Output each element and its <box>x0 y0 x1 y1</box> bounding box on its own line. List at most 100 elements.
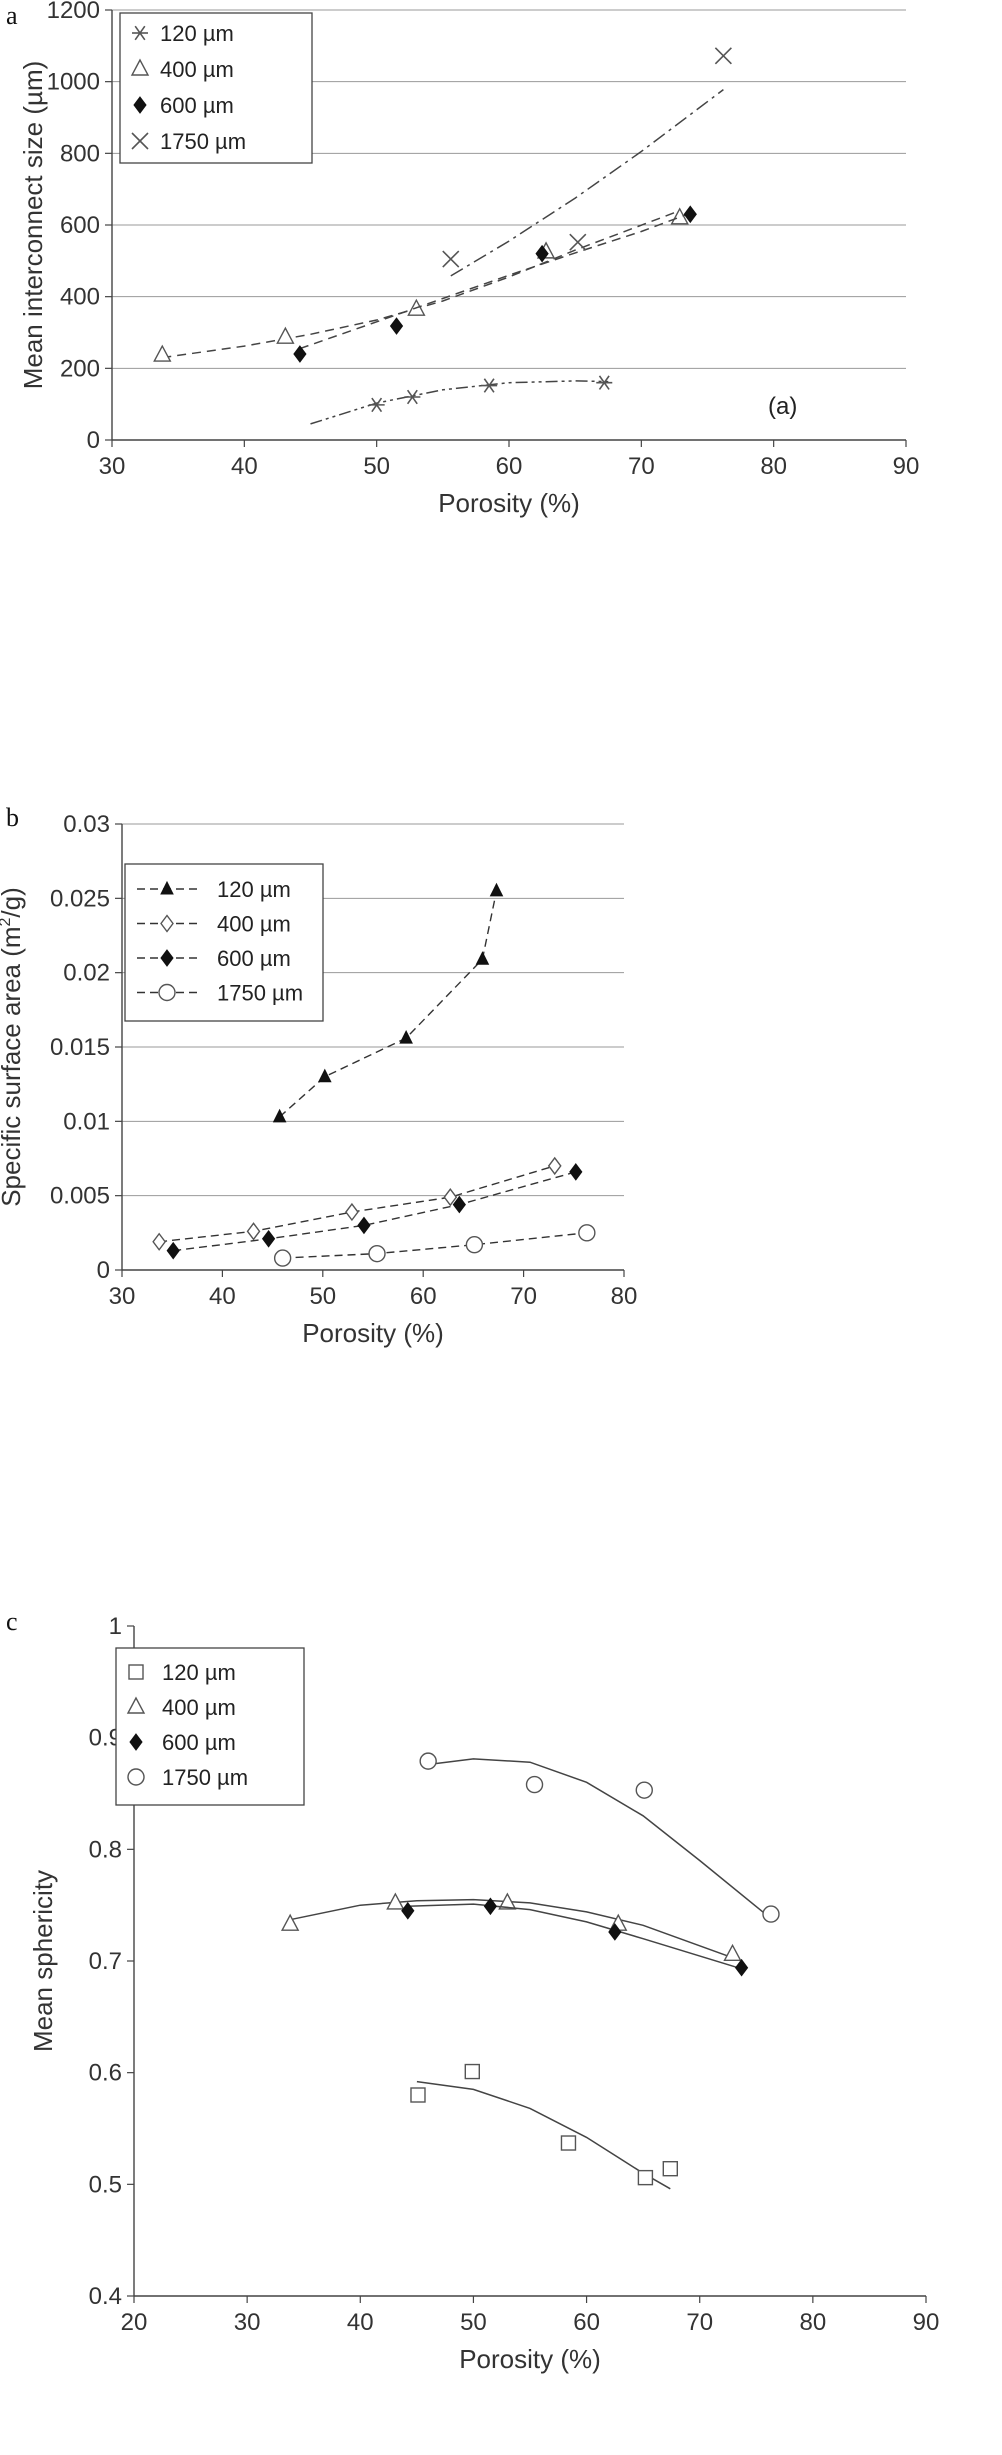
data-point <box>578 1224 596 1242</box>
data-point <box>608 1923 622 1941</box>
legend-label: 120 µm <box>217 877 291 902</box>
data-point <box>404 389 421 405</box>
y-axis-title: Specific surface area (m2/g) <box>0 887 26 1207</box>
data-point <box>153 344 172 362</box>
trendline-120-m <box>310 380 609 425</box>
data-point <box>714 47 732 65</box>
legend-entry-400-m: 400 µm <box>137 912 291 937</box>
data-point <box>569 1163 583 1181</box>
data-point <box>637 2169 654 2186</box>
data-point <box>443 1187 458 1207</box>
data-point <box>569 233 587 251</box>
y-tick-label: 200 <box>60 355 100 382</box>
x-tick-label: 30 <box>234 2309 261 2336</box>
legend-marker <box>126 1696 146 1714</box>
legend-entry-1750-m: 1750 µm <box>127 1765 248 1790</box>
y-tick-label: 0.025 <box>50 885 110 912</box>
legend-marker <box>158 983 176 1002</box>
legend-marker <box>127 1768 145 1786</box>
x-tick-label: 60 <box>573 2309 600 2336</box>
legend-marker <box>160 914 174 933</box>
y-tick-label: 0.015 <box>50 1034 110 1061</box>
series-120-m <box>272 882 504 1123</box>
data-point <box>317 1068 332 1083</box>
data-point <box>166 1241 180 1260</box>
x-tick-label: 80 <box>800 2309 827 2336</box>
chart-panel-a: 0 200 400 600 800 1000 1200 30 40 50 60 70 80 90 Poros… <box>0 0 1002 800</box>
x-tick-label: 40 <box>347 2309 374 2336</box>
x-tick-label: 50 <box>309 1283 336 1310</box>
data-point <box>399 1029 413 1044</box>
y-tick-label: 0.01 <box>63 1108 110 1135</box>
legend-label: 600 µm <box>162 1730 236 1755</box>
legend-marker <box>160 949 174 967</box>
legend-marker <box>132 25 148 41</box>
y-tick-label: 0.03 <box>63 811 110 838</box>
data-point <box>734 1958 749 1977</box>
y-tick-label: 1000 <box>47 69 100 96</box>
panel-label: c <box>6 1607 18 1636</box>
legend-entry-1750-m: 1750 µm <box>131 129 246 154</box>
data-point <box>368 397 385 413</box>
trendline-1750-m <box>450 89 724 277</box>
x-axis-title: Porosity (%) <box>459 2344 601 2374</box>
series-1750-m <box>442 47 732 277</box>
data-point <box>442 250 460 268</box>
data-point <box>723 1943 742 1961</box>
y-tick-label: 1200 <box>47 0 100 24</box>
data-point <box>662 2161 678 2177</box>
x-tick-label: 40 <box>231 453 258 480</box>
trendline-120-m <box>416 2080 671 2190</box>
data-point <box>280 1913 300 1931</box>
y-tick-label: 0.8 <box>89 1836 122 1863</box>
legend-label: 1750 µm <box>160 129 246 154</box>
trendline-400-m <box>289 1898 733 1959</box>
y-tick-label: 600 <box>60 212 100 239</box>
legend-entry-120-m: 120 µm <box>132 21 234 46</box>
x-tick-label: 50 <box>460 2309 487 2336</box>
legend-entry-600-m: 600 µm <box>129 1730 236 1755</box>
trendline-400-m <box>162 209 680 359</box>
y-axis-title-end: /g) <box>0 887 26 917</box>
series-line-400-m <box>159 1165 555 1243</box>
series-1750-m <box>273 1224 596 1267</box>
data-point <box>272 1108 287 1123</box>
series-400-m <box>152 1156 562 1251</box>
legend: 120 µm 400 µm 600 µm 1750 µm <box>124 863 324 1022</box>
x-tick-label: 70 <box>510 1283 537 1310</box>
data-point <box>246 1222 261 1241</box>
series-600-m <box>401 1897 749 1977</box>
legend-entry-1750-m: 1750 µm <box>137 981 303 1006</box>
data-point <box>596 375 613 390</box>
data-point <box>481 378 498 393</box>
y-axis-title: Mean sphericity <box>28 1870 58 2052</box>
y-tick-label: 0.005 <box>50 1183 110 1210</box>
panel-label: b <box>6 803 19 832</box>
legend-entry-120-m: 120 µm <box>128 1660 236 1685</box>
series-1750-m <box>419 1752 780 1923</box>
y-tick-label: 800 <box>60 140 100 167</box>
data-point <box>419 1752 437 1770</box>
y-axis-title: Mean interconnect size (µm) <box>18 61 48 390</box>
data-point <box>368 1244 386 1263</box>
data-point <box>345 1202 359 1222</box>
legend-label: 1750 µm <box>217 981 303 1006</box>
legend-marker <box>130 58 150 76</box>
chart-panel-c: 0.4 0.5 0.6 0.7 0.8 0.9 1 20 30 40 50 60 70 80 90 Poros… <box>0 1600 1002 2455</box>
series-400-m <box>153 207 689 362</box>
data-point <box>293 345 307 363</box>
y-axis-title-main: Specific surface area (m <box>0 926 26 1206</box>
series-600-m <box>166 1163 583 1260</box>
data-point <box>386 1892 405 1910</box>
x-axis-title: Porosity (%) <box>302 1318 444 1348</box>
y-axis-title-sup: 2 <box>0 917 14 926</box>
data-point <box>635 1781 653 1799</box>
legend-box <box>124 863 324 1022</box>
x-tick-label: 50 <box>363 453 390 480</box>
y-tick-label: 0.02 <box>63 960 110 987</box>
data-point <box>273 1249 292 1267</box>
data-point <box>560 2135 577 2151</box>
series-line-600-m <box>173 1171 576 1252</box>
legend-entry-400-m: 400 µm <box>130 57 234 82</box>
data-point <box>465 1236 484 1254</box>
